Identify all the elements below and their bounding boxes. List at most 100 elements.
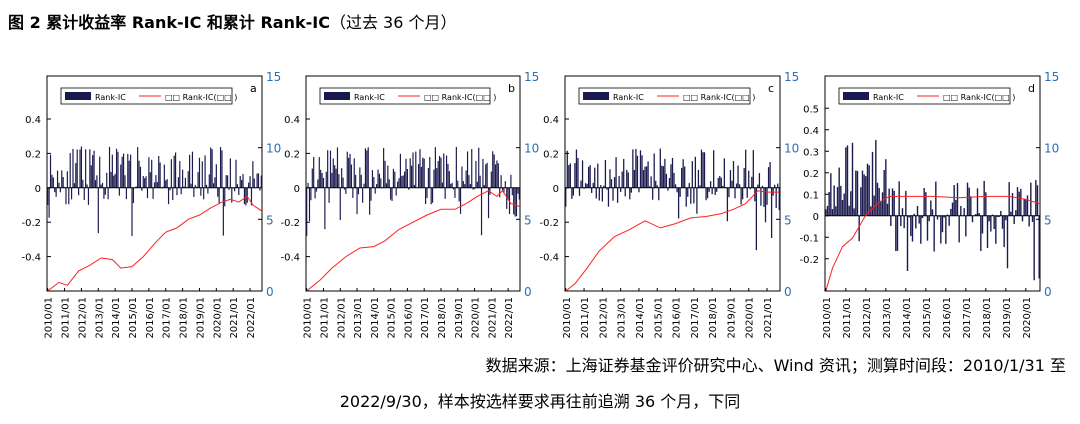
rank-ic-bar	[249, 176, 251, 188]
rank-ic-bar	[426, 187, 428, 198]
rank-ic-bar	[115, 148, 118, 188]
rank-ic-bar	[975, 213, 977, 216]
rank-ic-bar	[429, 157, 431, 188]
left-tick-label: -0.4	[539, 253, 559, 264]
rank-ic-bar	[162, 186, 164, 188]
rank-ic-bar	[1011, 192, 1014, 216]
rank-ic-bar	[990, 215, 992, 232]
rank-ic-bar	[767, 167, 770, 188]
rank-ic-bar	[121, 156, 123, 188]
rank-ic-bar	[433, 169, 435, 188]
rank-ic-bar	[182, 169, 184, 188]
x-tick-label: 2011/01	[580, 297, 591, 339]
rank-ic-bar	[835, 206, 837, 216]
rank-ic-bar	[485, 164, 487, 188]
rank-ic-bar	[222, 187, 224, 236]
rank-ic-bar	[694, 156, 697, 188]
rank-ic-bar	[705, 187, 707, 201]
rank-ic-bar	[356, 187, 358, 215]
x-tick-label: 2012/01	[336, 297, 347, 339]
rank-ic-bar	[890, 215, 892, 226]
x-tick-label: 2014/01	[111, 297, 122, 339]
rank-ic-bar	[466, 151, 469, 188]
rank-ic-bar	[760, 187, 762, 206]
rank-ic-bar	[392, 168, 394, 188]
x-tick-label: 2011/01	[319, 297, 330, 339]
x-tick-label: 2015/01	[922, 297, 933, 339]
rank-ic-bar	[766, 187, 768, 205]
rank-ic-bar	[578, 187, 581, 196]
rank-ic-bar	[99, 156, 101, 188]
rank-ic-bar	[956, 183, 959, 216]
rank-ic-bar	[208, 174, 210, 188]
rank-ic-bar	[970, 196, 972, 216]
rank-ic-bar	[828, 192, 830, 216]
chart-panel-b: -0.4 -0.2 0 0.2 0.4 0 5 10 15 2010/01 2011/01 2012/…	[280, 70, 539, 339]
left-tick-label: -0.2	[539, 218, 559, 229]
rank-ic-bar	[306, 187, 308, 236]
rank-ic-bar	[245, 187, 247, 206]
rank-ic-bar	[726, 187, 729, 222]
rank-ic-bar	[458, 187, 460, 202]
rank-ic-bar	[430, 187, 432, 205]
rank-ic-bar	[664, 158, 666, 188]
rank-ic-bar	[981, 215, 984, 234]
legend-bar-swatch	[324, 92, 350, 100]
rank-ic-bar	[118, 187, 120, 196]
rank-ic-bar	[451, 182, 453, 188]
rank-ic-bar	[769, 162, 771, 188]
rank-ic-bar	[950, 208, 952, 216]
rank-ic-bar	[101, 182, 104, 188]
rank-ic-bar	[228, 187, 230, 190]
rank-ic-bar	[204, 155, 206, 188]
rank-ic-bar	[571, 187, 573, 199]
right-tick-label: 15	[784, 70, 799, 84]
rank-ic-bar	[691, 161, 693, 188]
rank-ic-bar	[236, 184, 238, 188]
rank-ic-bar	[1023, 198, 1025, 216]
rank-ic-bar	[991, 214, 994, 216]
rank-ic-bar	[850, 191, 852, 216]
rank-ic-bar	[930, 200, 932, 216]
rank-ic-bar	[401, 176, 403, 188]
rank-ic-bar	[633, 169, 636, 188]
rank-ic-bar	[621, 171, 623, 188]
right-tick-label: 0	[266, 285, 274, 299]
right-tick-label: 5	[1044, 213, 1052, 227]
rank-ic-bar	[708, 187, 710, 192]
left-tick-label: 0.5	[803, 104, 819, 115]
rank-ic-bar	[259, 187, 261, 191]
rank-ic-bar	[896, 215, 899, 251]
rank-ic-bar	[503, 187, 505, 193]
rank-ic-bar	[327, 150, 329, 188]
rank-ic-bar	[472, 187, 474, 190]
rank-ic-bar	[250, 187, 253, 206]
rank-ic-bar	[673, 172, 675, 188]
rank-ic-bar	[189, 154, 191, 188]
rank-ic-bar	[194, 184, 196, 188]
source-note-line2: 2022/9/30，样本按选样要求再往前追溯 36 个月，下同	[339, 392, 741, 411]
rank-ic-bar	[58, 182, 60, 188]
rank-ic-bar	[52, 177, 54, 188]
rank-ic-bar	[398, 178, 400, 188]
rank-ic-bar	[948, 215, 950, 226]
rank-ic-bar	[336, 147, 339, 188]
rank-ic-bar	[177, 177, 179, 188]
rank-ic-bar	[976, 188, 979, 216]
chart-panel-a: -0.4 -0.2 0 0.2 0.4 0 5 10 15 2010/01 2011/01 2012/…	[21, 70, 281, 339]
rank-ic-bar	[317, 179, 319, 188]
x-tick-label: 2018/01	[437, 297, 448, 339]
rank-ic-bar	[465, 170, 467, 188]
rank-ic-bar	[653, 153, 655, 188]
rank-ic-bar	[139, 166, 142, 188]
rank-ic-bar	[655, 180, 657, 188]
rank-ic-bar	[468, 175, 470, 188]
rank-ic-bar	[377, 169, 379, 188]
rank-ic-bar	[443, 153, 445, 188]
rank-ic-bar	[580, 180, 582, 188]
rank-ic-bar	[674, 184, 677, 188]
rank-ic-bar	[352, 187, 354, 198]
rank-ic-bar	[73, 183, 75, 188]
rank-ic-bar	[506, 187, 508, 209]
rank-ic-bar	[851, 142, 854, 216]
